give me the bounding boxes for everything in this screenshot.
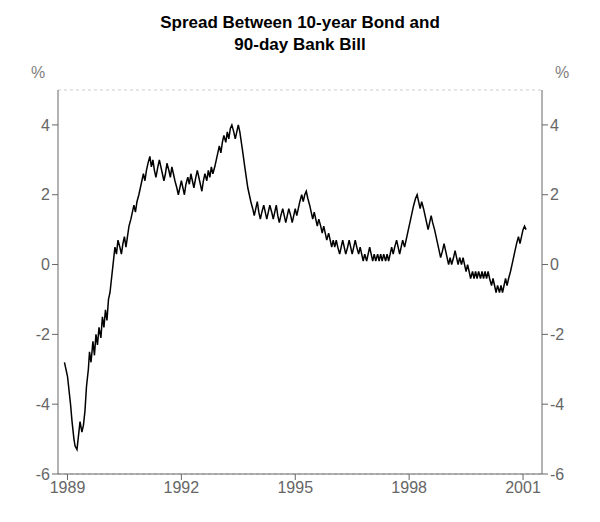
svg-text:-2: -2	[550, 326, 564, 343]
svg-text:1992: 1992	[164, 479, 200, 496]
html-text:Spread Between 10-year Bond an: Spread Between 10-year Bond and	[160, 13, 440, 32]
html-text:90-day Bank Bill: 90-day Bank Bill	[234, 35, 366, 54]
svg-text:1989: 1989	[50, 479, 86, 496]
svg-text:2: 2	[41, 186, 50, 203]
svg-text:-6: -6	[550, 466, 564, 483]
svg-text:-4: -4	[550, 396, 564, 413]
svg-text:1998: 1998	[391, 479, 427, 496]
svg-text:1995: 1995	[277, 479, 313, 496]
svg-text:-4: -4	[36, 396, 50, 413]
svg-text:%: %	[555, 64, 569, 81]
svg-text:%: %	[31, 64, 45, 81]
svg-text:-2: -2	[36, 326, 50, 343]
svg-text:-6: -6	[36, 466, 50, 483]
svg-text:0: 0	[550, 256, 559, 273]
svg-text:4: 4	[550, 117, 559, 134]
svg-text:0: 0	[41, 256, 50, 273]
svg-text:2001: 2001	[505, 479, 541, 496]
svg-text:4: 4	[41, 117, 50, 134]
svg-text:2: 2	[550, 186, 559, 203]
